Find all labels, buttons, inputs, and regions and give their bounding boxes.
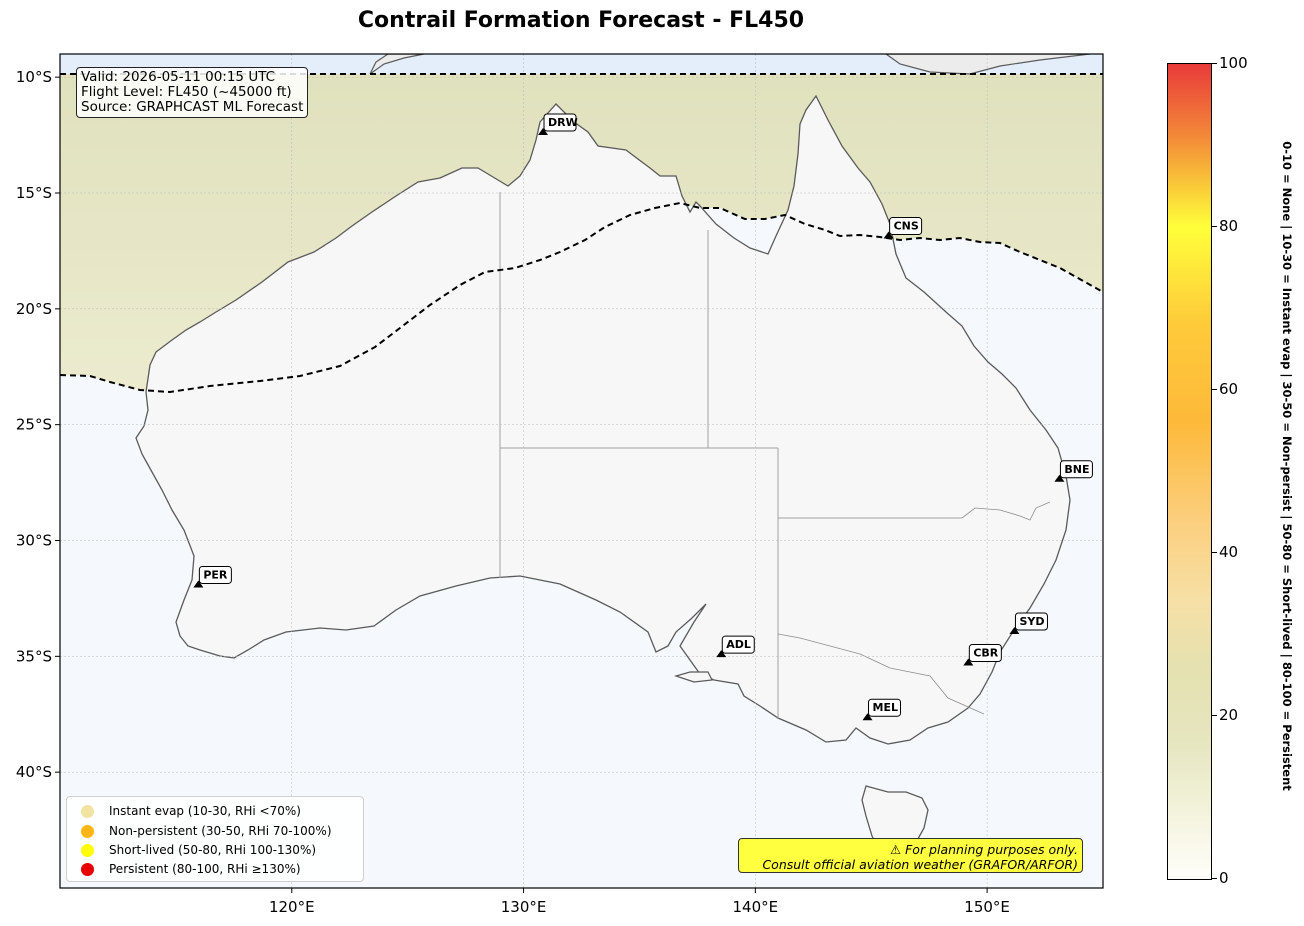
airport-code: CBR <box>973 647 998 660</box>
warning-line-1: ⚠ For planning purposes only. <box>890 842 1078 857</box>
airport-label-box <box>968 644 1002 663</box>
colorbar-tick-label: 0 <box>1219 869 1229 887</box>
airport-label-box <box>889 217 923 236</box>
airport-drw: DRW <box>538 113 578 135</box>
colorbar-tick-label: 100 <box>1219 54 1248 72</box>
nsw-qld-river-border <box>961 501 1051 521</box>
lon-tick-label: 140°E <box>733 898 779 916</box>
airport-syd: SYD <box>1009 612 1048 635</box>
airport-per: PER <box>193 565 232 588</box>
airport-code: SYD <box>1019 615 1044 628</box>
legend-dot-icon <box>81 843 94 857</box>
colorbar-tick <box>1211 715 1217 716</box>
axis-ticks: 120°E 130°E 140°E 150°E 10°S 15°S 20°S 25°S 30°S… <box>16 68 1010 916</box>
flight-level: Flight Level: FL450 (~45000 ft) <box>81 84 292 100</box>
lon-tick-label: 130°E <box>501 898 547 916</box>
colorbar-tick <box>1211 878 1217 879</box>
lat-tick-label: 10°S <box>16 68 52 86</box>
airport-triangle-icon <box>862 713 873 721</box>
airport-triangle-icon <box>1054 474 1065 482</box>
legend-dot-icon <box>81 824 94 838</box>
airport-label-box <box>721 635 755 654</box>
airport-label-box <box>1014 612 1048 631</box>
airport-mel: MEL <box>862 698 902 721</box>
australia-mainland <box>135 94 1071 745</box>
legend-label: Instant evap (10-30, RHi <70%) <box>109 804 301 818</box>
colorbar-tick <box>1211 226 1217 227</box>
airport-label-box <box>1059 460 1093 479</box>
airport-label-box <box>543 113 577 132</box>
airport-cbr: CBR <box>963 644 1002 666</box>
airport-cns: CNS <box>883 217 923 239</box>
legend-item-instant-evap: Instant evap (10-30, RHi <70%) <box>81 802 301 820</box>
top-strip <box>60 54 1103 74</box>
colorbar-tick <box>1211 389 1217 390</box>
airport-triangle-icon <box>883 231 894 239</box>
airport-code: BNE <box>1064 463 1089 476</box>
airport-markers: DRW CNS BNE PER SYD ADL CBR MEL <box>193 113 1093 721</box>
timor-coast <box>369 54 425 75</box>
airport-triangle-icon <box>963 658 974 666</box>
warning-line-2: Consult official aviation weather (GRAFO… <box>762 857 1078 872</box>
forecast-info-box: Valid: 2026-05-11 00:15 UTC Flight Level… <box>76 67 309 118</box>
colorbar-tick <box>1211 63 1217 64</box>
airport-code: ADL <box>726 638 751 651</box>
map-legend: Instant evap (10-30, RHi <70%) Non-persi… <box>66 796 364 882</box>
lat-tick-label: 15°S <box>16 184 52 202</box>
new-guinea-coast <box>884 54 1091 75</box>
legend-item-short-lived: Short-lived (50-80, RHi 100-130%) <box>81 841 316 859</box>
legend-dot-icon <box>81 862 94 876</box>
legend-dot-icon <box>81 804 94 818</box>
lon-tick-label: 150°E <box>964 898 1010 916</box>
lat-tick-label: 40°S <box>16 763 52 781</box>
lat-tick-label: 25°S <box>16 416 52 434</box>
lat-tick-label: 35°S <box>16 647 52 665</box>
valid-time: Valid: 2026-05-11 00:15 UTC <box>81 69 276 85</box>
airport-code: DRW <box>548 116 578 129</box>
colorbar-tick-label: 40 <box>1219 543 1239 561</box>
colorbar-tick-label: 20 <box>1219 706 1239 724</box>
legend-item-persistent: Persistent (80-100, RHi ≥130%) <box>81 860 301 878</box>
airport-label-box <box>198 565 232 584</box>
map-frame <box>59 53 1104 889</box>
colorbar-tick-label: 80 <box>1219 217 1239 235</box>
lat-tick-label: 20°S <box>16 300 52 318</box>
airport-code: MEL <box>873 701 898 714</box>
airport-triangle-icon <box>716 650 727 658</box>
legend-label: Persistent (80-100, RHi ≥130%) <box>109 862 301 876</box>
airport-code: CNS <box>894 220 919 233</box>
colorbar <box>1167 63 1212 880</box>
airport-label-box <box>868 698 902 717</box>
planning-warning-box: ⚠ For planning purposes only. Consult of… <box>738 838 1083 873</box>
airport-triangle-icon <box>538 127 549 135</box>
state-borders <box>499 192 962 718</box>
airport-triangle-icon <box>193 580 204 588</box>
airport-code: PER <box>203 568 228 581</box>
airport-adl: ADL <box>716 635 755 658</box>
airport-bne: BNE <box>1054 460 1093 482</box>
lon-tick-label: 120°E <box>269 898 315 916</box>
forecast-source: Source: GRAPHCAST ML Forecast <box>81 99 304 115</box>
legend-item-non-persistent: Non-persistent (30-50, RHi 70-100%) <box>81 822 332 840</box>
map-title: Contrail Formation Forecast - FL450 <box>357 8 805 33</box>
kangaroo-island <box>673 671 713 683</box>
legend-label: Non-persistent (30-50, RHi 70-100%) <box>109 824 332 838</box>
colorbar-category-text: 0-10 = None | 10-30 = Instant evap | 30-… <box>1280 141 1294 791</box>
nsw-vic-border <box>777 633 985 715</box>
airport-triangle-icon <box>1009 627 1020 635</box>
graticule <box>60 54 1103 888</box>
colorbar-tick <box>1211 552 1217 553</box>
colorbar-tick-label: 60 <box>1219 380 1239 398</box>
legend-label: Short-lived (50-80, RHi 100-130%) <box>109 843 317 857</box>
lat-tick-label: 30°S <box>16 532 52 550</box>
